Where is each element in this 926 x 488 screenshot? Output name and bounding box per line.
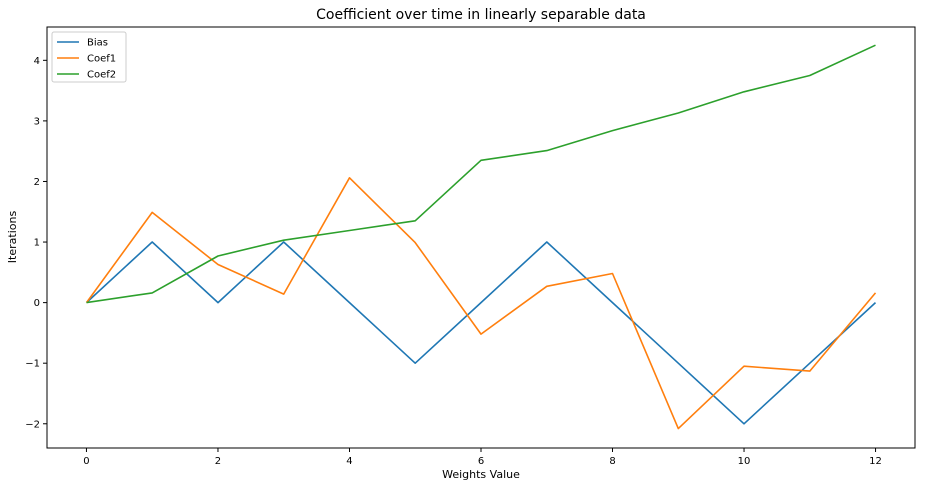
legend-label-bias: Bias [87, 38, 108, 49]
y-tick-label: 4 [34, 56, 40, 67]
legend: Bias Coef1 Coef2 [51, 31, 127, 83]
x-tick-label: 2 [215, 456, 221, 467]
x-tick-label: 4 [346, 456, 352, 467]
series-group [85, 44, 877, 430]
y-axis-ticks: −2 −1 0 1 2 3 4 [25, 56, 47, 430]
y-tick-label: 0 [34, 298, 40, 309]
x-tick-label: 12 [869, 456, 882, 467]
x-tick-label: 8 [609, 456, 615, 467]
y-tick-label: 1 [34, 238, 40, 249]
y-tick-label: −2 [25, 419, 40, 430]
legend-label-coef2: Coef2 [87, 70, 116, 81]
series-line-coef2 [86, 44, 876, 304]
y-tick-label: 2 [34, 177, 40, 188]
y-tick-label: −1 [25, 359, 40, 370]
x-tick-label: 10 [738, 456, 751, 467]
series-line-coef1 [85, 177, 877, 430]
plot-frame [46, 26, 916, 449]
legend-box [51, 31, 127, 83]
chart-title: Coefficient over time in linearly separa… [316, 7, 646, 23]
x-axis-ticks: 0 2 4 6 8 10 12 [83, 448, 882, 467]
plot-area [47, 27, 915, 448]
legend-label-coef1: Coef1 [87, 54, 116, 65]
x-axis-label: Weights Value [442, 468, 520, 481]
x-tick-label: 0 [83, 456, 89, 467]
y-tick-label: 3 [34, 116, 40, 127]
x-tick-label: 6 [478, 456, 484, 467]
series-line-bias [85, 241, 877, 425]
y-axis-label: Iterations [6, 211, 19, 264]
